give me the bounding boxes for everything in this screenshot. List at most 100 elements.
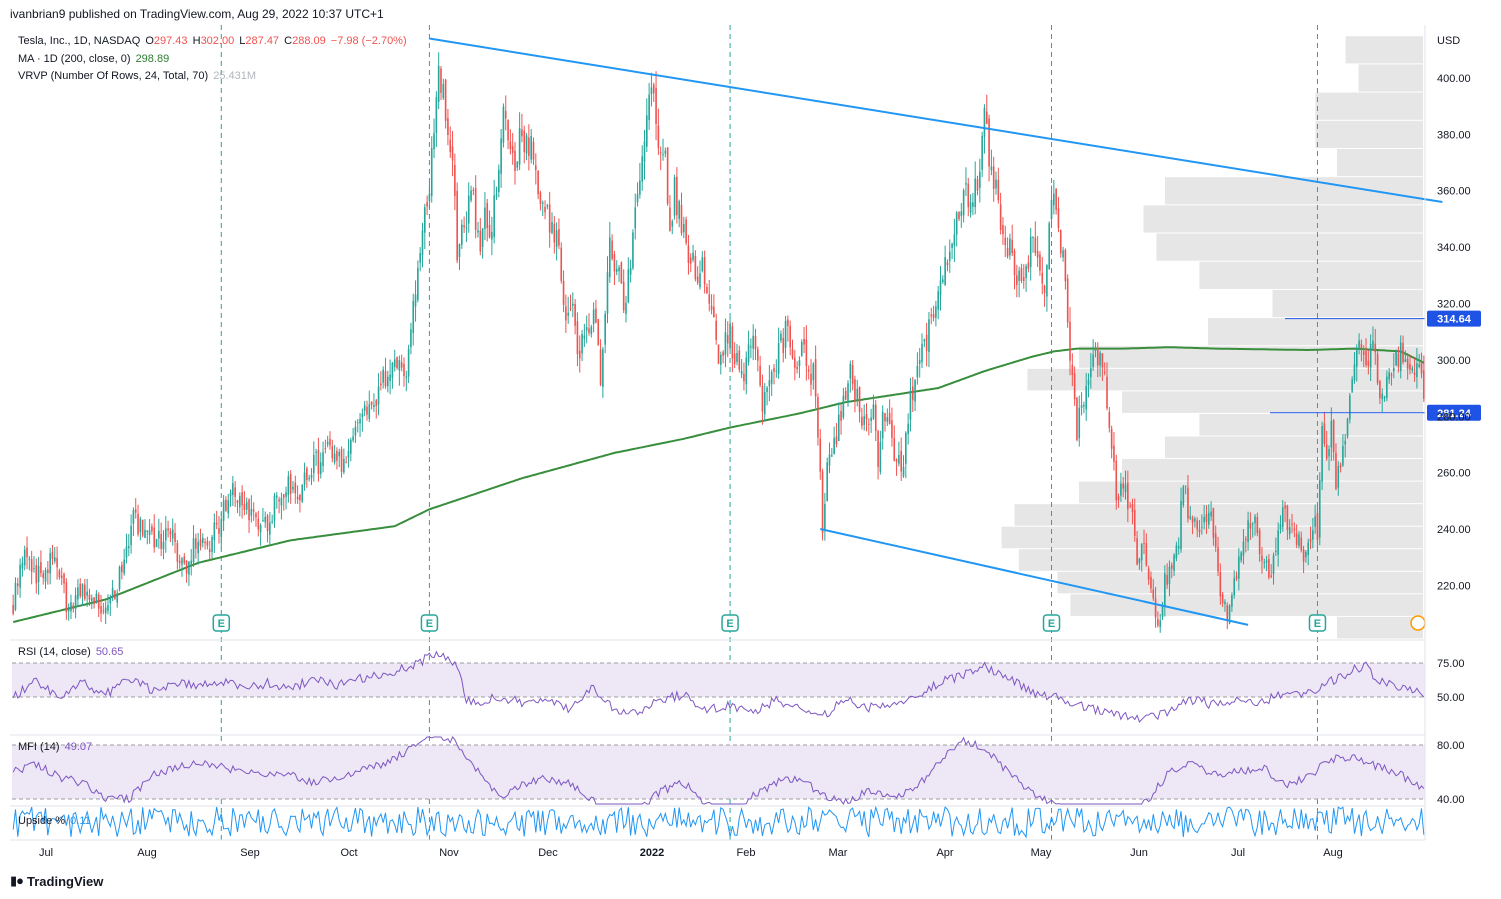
candle-body (1413, 372, 1416, 375)
candle-body (460, 224, 463, 245)
candle-body (613, 254, 616, 272)
candle-body (985, 111, 988, 124)
mfi-line (12, 736, 1425, 806)
rsi-legend[interactable]: RSI (14, close) 50.65 (18, 646, 123, 658)
vrvp-bar (1165, 177, 1423, 205)
candle-body (458, 244, 461, 257)
candle-body (160, 534, 162, 549)
candle-body (703, 257, 706, 285)
candle-body (870, 417, 872, 421)
candle-body (243, 504, 246, 510)
candle-body (292, 486, 294, 490)
change-value: −7.98 (−2.70%) (330, 35, 407, 47)
candle-body (354, 426, 357, 436)
candle-body (946, 262, 949, 266)
candle-body (245, 502, 248, 510)
mfi-legend[interactable]: MFI (14) 49.07 (18, 741, 92, 753)
candle-body (615, 268, 618, 272)
mfi-level-label: 40.00 (1437, 794, 1465, 806)
candle-body (1187, 487, 1189, 519)
vrvp-bar (1018, 549, 1423, 571)
candle-body (1365, 350, 1367, 366)
candle-body (514, 150, 516, 171)
high-label: H (192, 35, 201, 47)
candle-body (576, 321, 579, 354)
candle-body (192, 538, 195, 563)
candle-body (507, 120, 509, 141)
candle-body (608, 237, 611, 278)
ma-legend[interactable]: MA · 1D (200, close, 0) 298.89 (18, 53, 169, 65)
candle-body (16, 583, 19, 586)
mfi-label: MFI (14) (18, 741, 60, 753)
candle-body (195, 538, 197, 549)
candle-body (773, 368, 775, 372)
earnings-marker-label: E (726, 618, 733, 630)
candle-body (1390, 374, 1393, 376)
candle-body (1281, 507, 1284, 527)
candle-body (51, 551, 54, 559)
candle-body (895, 459, 898, 462)
candle-body (79, 583, 82, 597)
candle-body (296, 496, 299, 500)
candle-body (382, 369, 384, 383)
candle-body (100, 606, 102, 614)
upside-legend[interactable]: Upside % 0.11 (18, 815, 91, 827)
candle-body (1261, 555, 1263, 561)
candle-body (164, 528, 167, 541)
candle-body (493, 195, 495, 238)
candle-body (366, 406, 368, 415)
candle-body (951, 243, 953, 248)
candle-body (444, 79, 447, 121)
price-label-box (1427, 310, 1481, 327)
candle-body (821, 471, 824, 534)
candle-body (410, 329, 412, 348)
candle-body (565, 306, 567, 321)
candle-body (1409, 363, 1411, 370)
candle-body (1219, 572, 1222, 597)
candle-body (1277, 530, 1279, 555)
candle-body (944, 257, 946, 285)
candle-body (685, 219, 687, 243)
candle-body (262, 520, 264, 522)
candle-body (1214, 533, 1217, 548)
candle-body (1184, 485, 1187, 487)
candle-body (1191, 517, 1194, 523)
candle-body (1346, 418, 1349, 437)
candle-body (877, 430, 879, 467)
candle-body (1279, 524, 1282, 530)
candle-body (553, 223, 556, 243)
tradingview-logo[interactable]: ▮● TradingView (10, 873, 103, 889)
candle-body (1182, 486, 1185, 506)
candle-body (861, 416, 863, 426)
main-legend[interactable]: Tesla, Inc., 1D, NASDAQ O297.43 H302.00 … (18, 35, 407, 47)
candle-body (833, 437, 835, 455)
time-axis-label: May (1031, 847, 1052, 859)
candle-body (548, 204, 551, 233)
candle-body (1402, 343, 1404, 363)
candle-body (21, 562, 24, 569)
dividend-icon (1410, 615, 1426, 631)
candle-body (948, 251, 951, 261)
earnings-lines (220, 25, 1318, 840)
candle-body (1057, 208, 1060, 228)
candle-body (278, 499, 280, 502)
candle-body (1374, 343, 1377, 353)
candle-body (571, 303, 574, 306)
candle-body (1420, 362, 1423, 374)
vrvp-legend[interactable]: VRVP (Number Of Rows, 24, Total, 70) 25.… (18, 70, 256, 82)
candle-body (604, 313, 606, 345)
candle-body (868, 423, 870, 425)
candle-body (1170, 564, 1173, 569)
candle-body (708, 294, 711, 304)
candle-body (523, 130, 526, 153)
candle-body (560, 247, 563, 281)
candle-body (1388, 372, 1390, 380)
candle-body (257, 518, 260, 530)
time-axis-label: 2022 (640, 847, 664, 859)
candle-body (213, 522, 216, 541)
candle-body (1358, 340, 1360, 349)
candle-body (1027, 262, 1030, 269)
candle-body (659, 152, 662, 154)
earnings-marker-label: E (1048, 618, 1055, 630)
